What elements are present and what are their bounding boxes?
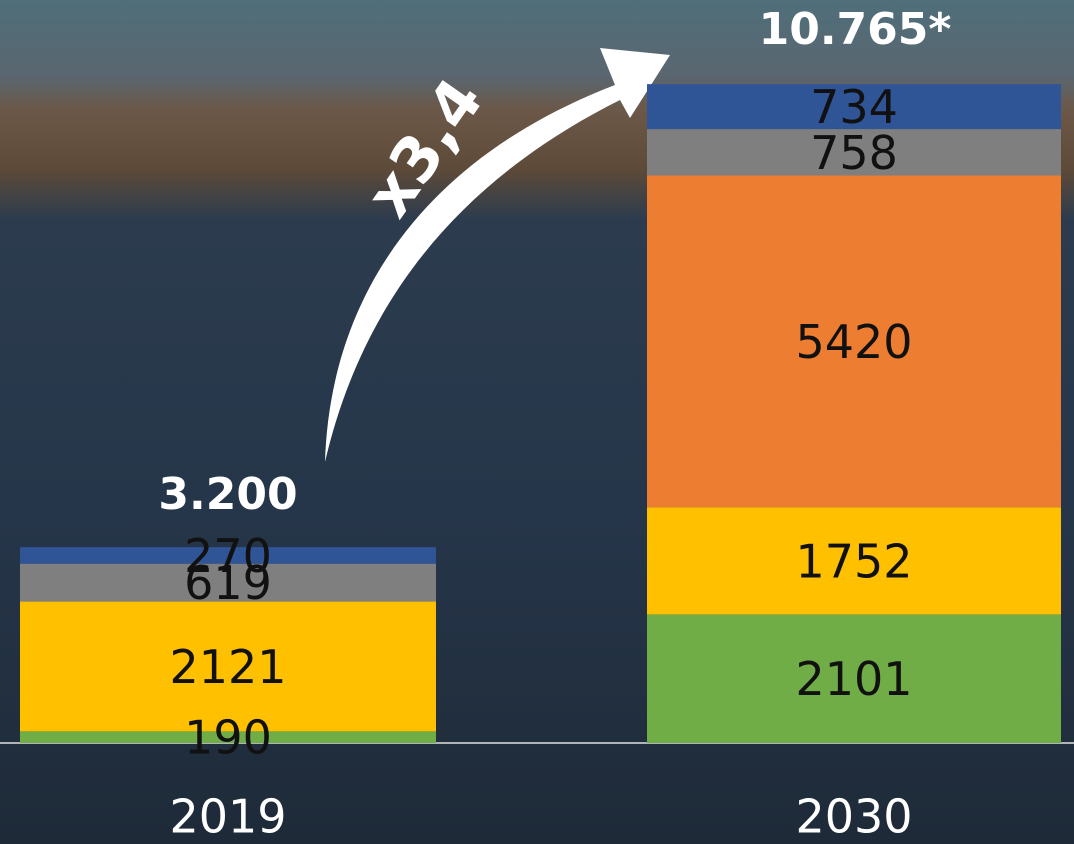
- total-label: 10.765*: [759, 4, 952, 55]
- bar-segment: [647, 84, 1061, 130]
- bar-segment: [647, 175, 1061, 508]
- segment-label: 5420: [795, 315, 912, 369]
- bar-segment: [20, 731, 436, 743]
- segment-label: 2101: [795, 652, 912, 706]
- bar-segment: [20, 563, 436, 602]
- x-tick-label: 2030: [795, 790, 912, 844]
- growth-arrow: [325, 48, 670, 462]
- segment-label: 2121: [169, 640, 286, 694]
- segment-label: 270: [184, 529, 272, 583]
- segment-label: 758: [810, 126, 898, 180]
- bar-segment: [20, 547, 436, 564]
- bar-segment: [20, 601, 436, 732]
- bar-segment: [647, 614, 1061, 743]
- segment-label: 1752: [795, 534, 912, 588]
- segment-label: 734: [810, 80, 898, 134]
- total-label: 3.200: [158, 469, 297, 520]
- bar-segment: [647, 507, 1061, 615]
- bar-segment: [647, 129, 1061, 176]
- segment-label: 619: [184, 556, 272, 610]
- x-tick-label: 2019: [169, 790, 286, 844]
- segment-label: 190: [184, 711, 272, 765]
